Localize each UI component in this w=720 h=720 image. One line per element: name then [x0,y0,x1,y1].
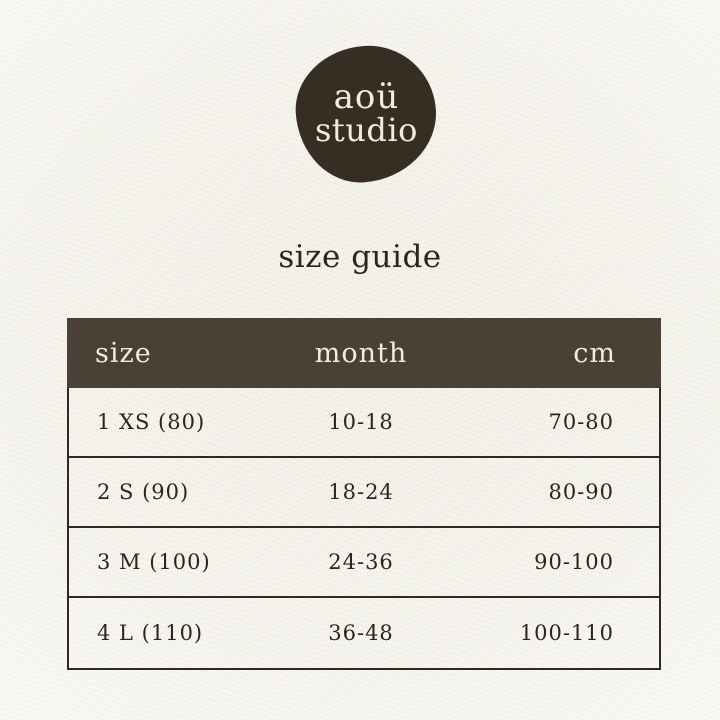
column-header-size: size [95,337,152,369]
brand-logo: aoü studio [291,41,441,187]
table-row: 1 XS (80) 10-18 70-80 [69,388,659,458]
size-table: size month cm 1 XS (80) 10-18 70-80 2 S … [67,318,661,670]
table-row: 4 L (110) 36-48 100-110 [69,598,659,668]
table-body: 1 XS (80) 10-18 70-80 2 S (90) 18-24 80-… [67,388,661,670]
column-header-cm: cm [573,337,616,369]
cell-size: 1 XS (80) [97,410,206,434]
cell-cm: 90-100 [534,550,614,574]
cell-month: 24-36 [328,550,394,574]
page-title: size guide [278,239,442,275]
cell-cm: 100-110 [519,621,614,645]
cell-cm: 70-80 [548,410,614,434]
cell-cm: 80-90 [548,480,614,504]
cell-month: 10-18 [328,410,394,434]
cell-size: 4 L (110) [97,621,204,645]
brand-logo-text: aoü studio [314,77,418,150]
cell-month: 36-48 [328,621,394,645]
table-row: 2 S (90) 18-24 80-90 [69,458,659,528]
logo-text-line1: aoü [333,77,399,118]
cell-size: 2 S (90) [97,480,190,504]
logo-text-line2: studio [314,111,418,150]
table-header-row: size month cm [67,318,661,388]
table-row: 3 M (100) 24-36 90-100 [69,528,659,598]
cell-month: 18-24 [328,480,394,504]
cell-size: 3 M (100) [97,550,211,574]
column-header-month: month [314,337,408,369]
